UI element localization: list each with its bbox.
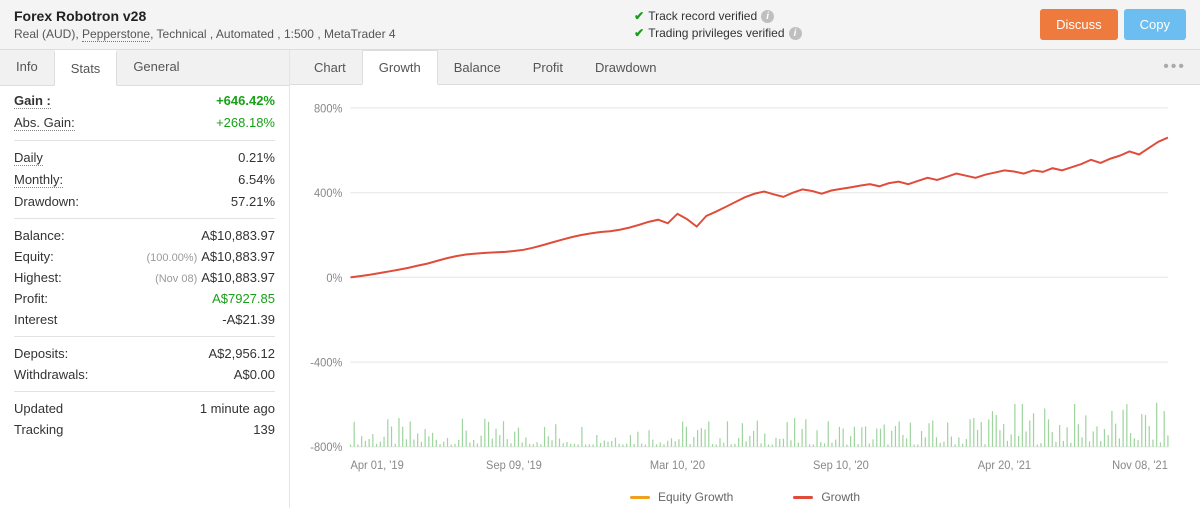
- svg-text:-800%: -800%: [310, 441, 342, 455]
- chart-tab-profit[interactable]: Profit: [517, 51, 579, 84]
- stat-drawdown-value: 57.21%: [231, 194, 275, 209]
- stat-balance-label: Balance:: [14, 228, 65, 243]
- trading-privileges-label: Trading privileges verified: [648, 26, 784, 40]
- tab-general[interactable]: General: [117, 50, 195, 85]
- legend-equity-label: Equity Growth: [658, 490, 733, 504]
- chart-options-icon[interactable]: •••: [1157, 58, 1192, 76]
- stat-updated-label: Updated: [14, 401, 63, 416]
- svg-text:Sep 09, '19: Sep 09, '19: [486, 459, 542, 473]
- legend-growth: Growth: [793, 490, 860, 504]
- stat-withdrawals-value: A$0.00: [234, 367, 275, 382]
- stat-deposits-label: Deposits:: [14, 346, 68, 361]
- stats-panel: Gain : +646.42% Abs. Gain: +268.18% Daily 0…: [0, 86, 289, 450]
- svg-text:Apr 20, '21: Apr 20, '21: [978, 459, 1031, 473]
- track-record-verified: ✔ Track record verified i: [634, 9, 801, 23]
- account-subtitle: Real (AUD), Pepperstone, Technical , Aut…: [14, 27, 396, 41]
- legend-equity: Equity Growth: [630, 490, 733, 504]
- stat-daily-label: Daily: [14, 150, 43, 166]
- check-icon: ✔: [634, 26, 644, 40]
- stat-highest-label: Highest:: [14, 270, 62, 285]
- stat-tracking-label: Tracking: [14, 422, 63, 437]
- stat-monthly-value: 6.54%: [238, 172, 275, 187]
- svg-text:Nov 08, '21: Nov 08, '21: [1112, 459, 1168, 473]
- stat-balance-value: A$10,883.97: [201, 228, 275, 243]
- chart-tab-chart[interactable]: Chart: [298, 51, 362, 84]
- stat-profit-value: A$7927.85: [212, 291, 275, 306]
- legend-equity-swatch: [630, 496, 650, 499]
- discuss-button[interactable]: Discuss: [1040, 9, 1118, 40]
- tab-stats[interactable]: Stats: [54, 50, 118, 86]
- stat-monthly-label: Monthly:: [14, 172, 63, 188]
- stat-absgain-label: Abs. Gain:: [14, 115, 75, 131]
- chart-tab-balance[interactable]: Balance: [438, 51, 517, 84]
- trading-privileges-verified: ✔ Trading privileges verified i: [634, 26, 801, 40]
- account-type: Real (AUD),: [14, 27, 79, 41]
- stat-updated-value: 1 minute ago: [200, 401, 275, 416]
- check-icon: ✔: [634, 9, 644, 23]
- svg-text:400%: 400%: [314, 187, 342, 201]
- track-record-label: Track record verified: [648, 9, 757, 23]
- stat-highest-note: (Nov 08): [155, 273, 197, 285]
- stat-absgain-value: +268.18%: [216, 115, 275, 130]
- svg-text:-400%: -400%: [310, 356, 342, 370]
- svg-text:0%: 0%: [326, 271, 342, 285]
- stat-interest-label: Interest: [14, 312, 57, 327]
- stat-withdrawals-label: Withdrawals:: [14, 367, 88, 382]
- broker-link[interactable]: Pepperstone: [82, 27, 150, 42]
- tab-info[interactable]: Info: [0, 50, 54, 85]
- stat-interest-value: -A$21.39: [222, 312, 275, 327]
- growth-chart: 800% 400% 0% -400% -800% Apr 01, '19 Sep 09, '…: [300, 99, 1178, 478]
- stat-equity-value: A$10,883.97: [201, 249, 275, 264]
- info-icon[interactable]: i: [789, 27, 802, 40]
- stat-daily-value: 0.21%: [238, 150, 275, 165]
- stat-equity-note: (100.00%): [147, 252, 198, 264]
- page-title: Forex Robotron v28: [14, 8, 396, 24]
- svg-text:Sep 10, '20: Sep 10, '20: [813, 459, 869, 473]
- account-meta: , Technical , Automated , 1:500 , MetaTr…: [150, 27, 395, 41]
- svg-text:800%: 800%: [314, 102, 342, 116]
- stat-profit-label: Profit:: [14, 291, 48, 306]
- stat-highest-value: A$10,883.97: [201, 270, 275, 285]
- info-icon[interactable]: i: [761, 10, 774, 23]
- svg-text:Apr 01, '19: Apr 01, '19: [350, 459, 403, 473]
- svg-text:Mar 10, '20: Mar 10, '20: [650, 459, 706, 473]
- copy-button[interactable]: Copy: [1124, 9, 1186, 40]
- stat-deposits-value: A$2,956.12: [208, 346, 275, 361]
- chart-tab-drawdown[interactable]: Drawdown: [579, 51, 672, 84]
- stat-tracking-value: 139: [253, 422, 275, 437]
- stat-gain-label: Gain :: [14, 93, 51, 109]
- stat-equity-label: Equity:: [14, 249, 54, 264]
- chart-legend: Equity Growth Growth: [290, 482, 1200, 508]
- stat-drawdown-label: Drawdown:: [14, 194, 79, 209]
- chart-tab-growth[interactable]: Growth: [362, 50, 438, 85]
- stat-gain-value: +646.42%: [216, 93, 275, 108]
- legend-growth-label: Growth: [821, 490, 860, 504]
- legend-growth-swatch: [793, 496, 813, 499]
